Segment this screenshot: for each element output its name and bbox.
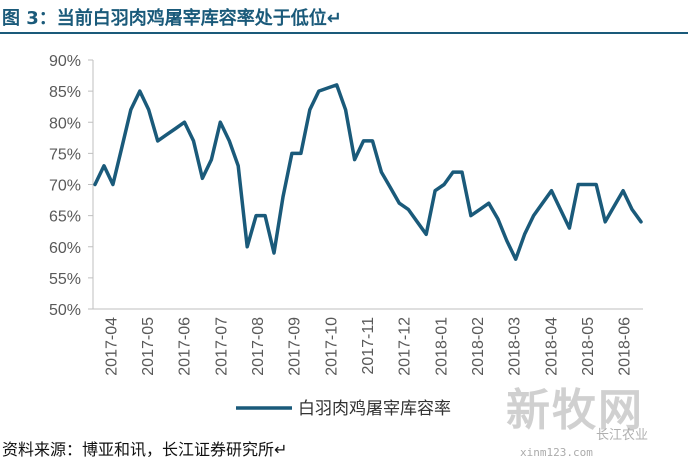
x-tick-label: 2018-03 [507,317,524,376]
watermark-logo: 新牧网 [506,385,644,436]
y-tick-label: 55% [49,271,81,288]
y-tick-label: 90% [49,53,81,70]
x-tick-label: 2018-05 [580,317,597,376]
y-tick-label: 65% [49,209,81,226]
x-tick-label: 2018-01 [433,317,450,376]
x-tick-label: 2017-11 [360,317,377,375]
figure-title-bar: 图 3：当前白羽肉鸡屠宰库容率处于低位↵ [0,0,688,34]
y-tick-label: 60% [49,240,81,257]
series-line [93,83,643,261]
watermark: 新牧网 长江农业 xinm123.com [498,372,686,462]
x-tick-label: 2017-09 [287,317,304,376]
x-tick-label: 2017-10 [323,317,340,376]
watermark-url: xinm123.com [520,446,593,459]
chart-axes [88,59,643,310]
x-tick-label: 2017-04 [103,317,120,376]
source-note: 资料来源：博亚和讯，长江证券研究所↵ [2,440,288,459]
line-chart: 90%85%80%75%70%65%60%55%50% 2017-04 2017-… [49,53,643,419]
x-tick-label: 2017-08 [250,317,267,376]
y-tick-label: 80% [49,115,81,132]
x-tick-label: 2017-05 [140,317,157,376]
x-tick-label: 2018-02 [470,317,487,376]
x-tick-label: 2017-06 [177,317,194,376]
y-tick-label: 85% [49,84,81,101]
chart-legend: 白羽肉鸡屠宰库容率 [236,399,451,419]
x-tick-label: 2017-12 [397,317,414,376]
figure-title: 图 3：当前白羽肉鸡屠宰库容率处于低位↵ [2,8,342,29]
x-tick-label: 2018-06 [617,317,634,376]
y-tick-label: 50% [49,302,81,319]
watermark-account: 长江农业 [596,428,649,443]
legend-label: 白羽肉鸡屠宰库容率 [298,399,451,419]
y-tick-label: 70% [49,178,81,195]
x-tick-label: 2018-04 [543,317,560,376]
y-tick-label: 75% [49,146,81,163]
x-axis-tick-labels: 2017-04 2017-05 2017-06 2017-07 2017-08 2017-… [103,317,633,376]
x-tick-label: 2017-07 [213,317,230,376]
y-axis-tick-labels: 90% 85% 80% 75% 70% 65% 60% 55% 50% [49,53,81,319]
